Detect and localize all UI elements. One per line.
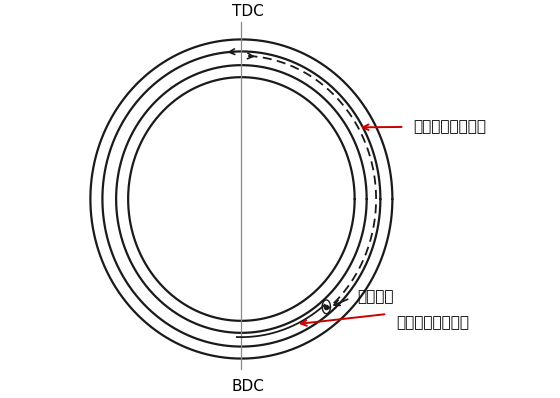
Text: 向发动机上部穿绕: 向发动机上部穿绕 [413,119,486,135]
Text: 从发动机底部穿绕: 从发动机底部穿绕 [396,315,469,330]
Text: BDC: BDC [232,379,265,394]
Text: 探孔位置: 探孔位置 [357,289,394,304]
Text: TDC: TDC [232,4,264,19]
